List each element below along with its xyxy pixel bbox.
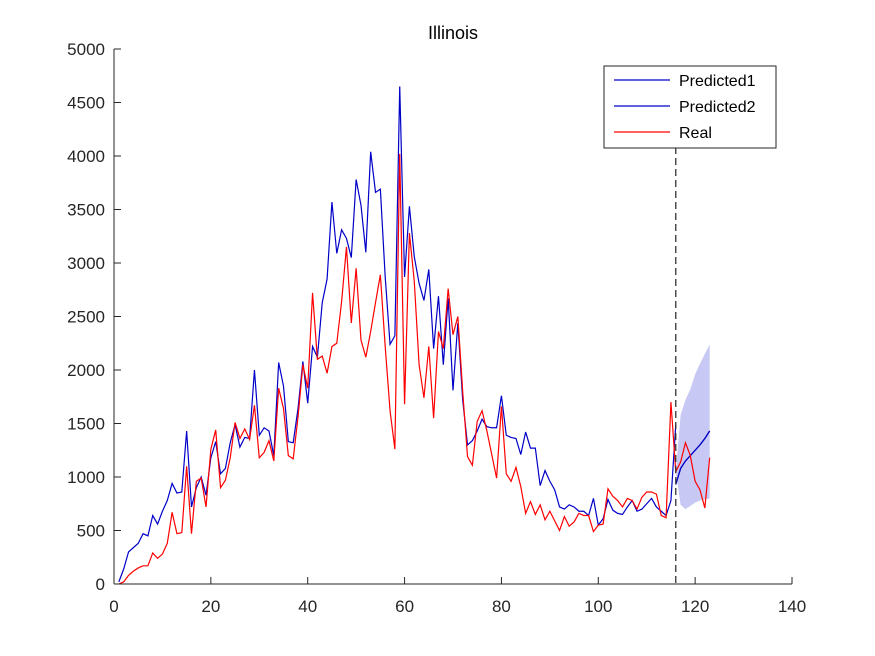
y-tick-label: 2000 (67, 361, 105, 380)
series-line-predicted1 (118, 86, 677, 583)
series-layer (118, 86, 711, 585)
x-tick-label: 0 (109, 597, 118, 616)
confidence-band-layer (675, 344, 710, 510)
legend: Predicted1 Predicted2 Real (603, 65, 777, 149)
x-tick-label: 80 (492, 597, 511, 616)
x-tick-label: 120 (681, 597, 709, 616)
y-tick-label: 2500 (67, 308, 105, 327)
y-tick-label: 1000 (67, 468, 105, 487)
y-tick-label: 1500 (67, 415, 105, 434)
chart-title: Illinois (428, 23, 478, 43)
x-tick-label: 60 (395, 597, 414, 616)
series-line-real (118, 153, 711, 585)
y-tick-label: 500 (77, 522, 105, 541)
legend-label-real: Real (679, 125, 712, 142)
y-tick-label: 4500 (67, 94, 105, 113)
y-tick-label: 3500 (67, 201, 105, 220)
confidence-band (675, 344, 710, 510)
x-tick-label: 20 (201, 597, 220, 616)
series-line-predicted2 (675, 430, 711, 485)
y-tick-label: 5000 (67, 40, 105, 59)
legend-label-predicted1: Predicted1 (679, 73, 756, 90)
y-tick-label: 0 (96, 575, 105, 594)
x-tick-label: 140 (778, 597, 806, 616)
y-tick-label: 3000 (67, 254, 105, 273)
x-tick-label: 100 (584, 597, 612, 616)
legend-label-predicted2: Predicted2 (679, 99, 756, 116)
y-tick-label: 4000 (67, 147, 105, 166)
axes: 0 20 40 60 80 100 120 140 0 500 1000 1500 2000 2500 30… (67, 40, 806, 616)
x-tick-label: 40 (298, 597, 317, 616)
